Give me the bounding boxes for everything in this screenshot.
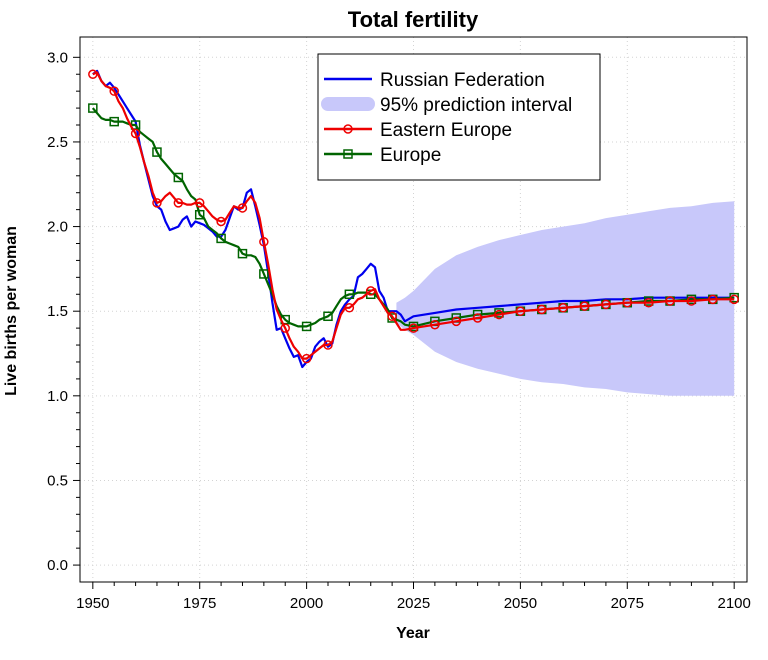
legend-item-eastern-europe: Eastern Europe [324, 120, 512, 141]
y-tick-label: 2.0 [47, 219, 68, 236]
legend-label: Russian Federation [380, 70, 545, 91]
data-point-eastern-europe [472, 313, 483, 323]
data-point-europe [216, 233, 226, 244]
prediction-interval-layer [396, 201, 735, 396]
data-point-europe [323, 311, 333, 322]
data-point-eastern-europe [259, 237, 269, 247]
series-line-russian-federation [92, 69, 735, 369]
data-point-eastern-europe [216, 216, 226, 227]
legend-swatch-marker [343, 149, 353, 159]
data-point-eastern-europe [515, 306, 526, 316]
data-point-eastern-europe [579, 301, 590, 311]
prediction-interval-band [396, 201, 735, 396]
data-point-europe [152, 147, 162, 157]
data-point-eastern-europe [387, 311, 397, 322]
legend-label: Europe [380, 145, 441, 166]
y-tick-label: 3.0 [47, 49, 68, 66]
data-point-eastern-europe [708, 294, 718, 305]
legend-item-95-prediction-interval: 95% prediction interval [321, 95, 572, 116]
data-point-europe [259, 269, 269, 279]
data-point-europe [301, 321, 312, 332]
axes: 1950 1975 2000 2025 2050 2075 2100 0.0 0.5 1.0 1.5… [47, 49, 751, 612]
data-point-europe [194, 209, 205, 220]
legend: Russian Federation 95% prediction interva… [317, 53, 601, 181]
data-point-eastern-europe [194, 198, 205, 208]
y-tick-label: 2.5 [47, 134, 68, 151]
data-point-eastern-europe [665, 296, 675, 306]
legend-item-russian-federation: Russian Federation [324, 70, 545, 91]
data-point-eastern-europe [301, 353, 312, 364]
x-tick-label: 2000 [290, 595, 323, 612]
series-eastern-europe [88, 69, 739, 364]
x-tick-label: 2100 [717, 595, 750, 612]
x-tick-label: 2075 [611, 595, 644, 612]
data-point-europe [237, 248, 248, 259]
legend-box [317, 53, 601, 181]
x-tick-label: 2050 [504, 595, 537, 612]
legend-item-europe: Europe [324, 145, 441, 166]
data-point-eastern-europe [152, 198, 162, 208]
x-tick-label: 2025 [397, 595, 430, 612]
y-tick-label: 0.5 [47, 472, 68, 489]
data-point-eastern-europe [237, 203, 248, 213]
data-point-eastern-europe [109, 86, 119, 96]
data-point-eastern-europe [130, 128, 141, 139]
data-point-eastern-europe [280, 323, 290, 333]
series-layer [88, 69, 739, 369]
data-point-eastern-europe [173, 198, 184, 208]
data-point-eastern-europe [430, 319, 440, 330]
legend-label: 95% prediction interval [380, 95, 572, 116]
chart-title: Total fertility [348, 7, 479, 32]
data-point-eastern-europe [686, 296, 697, 306]
legend-swatch-marker [343, 124, 353, 134]
data-point-europe [88, 103, 98, 113]
data-point-eastern-europe [408, 323, 419, 333]
data-point-europe [109, 116, 119, 127]
data-point-eastern-europe [601, 299, 611, 310]
x-tick-label: 1975 [183, 595, 216, 612]
data-point-eastern-europe [451, 316, 462, 327]
data-point-eastern-europe [622, 297, 633, 308]
data-point-europe [173, 172, 184, 183]
data-point-eastern-europe [323, 340, 333, 350]
y-axis-label: Live births per woman [3, 226, 20, 396]
legend-label: Eastern Europe [380, 120, 512, 141]
x-tick-label: 1950 [76, 595, 109, 612]
data-point-eastern-europe [344, 303, 355, 313]
y-tick-label: 1.0 [47, 388, 68, 405]
data-point-eastern-europe [558, 303, 568, 313]
series-russian-federation [92, 69, 735, 369]
x-axis-label: Year [396, 625, 430, 642]
y-tick-label: 1.5 [47, 303, 68, 320]
y-tick-label: 0.0 [47, 557, 68, 574]
data-point-eastern-europe [537, 304, 547, 315]
data-point-europe [344, 289, 355, 300]
data-point-eastern-europe [729, 294, 739, 305]
data-point-eastern-europe [643, 297, 654, 308]
data-point-eastern-europe [88, 69, 98, 79]
data-point-eastern-europe [365, 286, 376, 296]
data-point-eastern-europe [494, 309, 504, 320]
